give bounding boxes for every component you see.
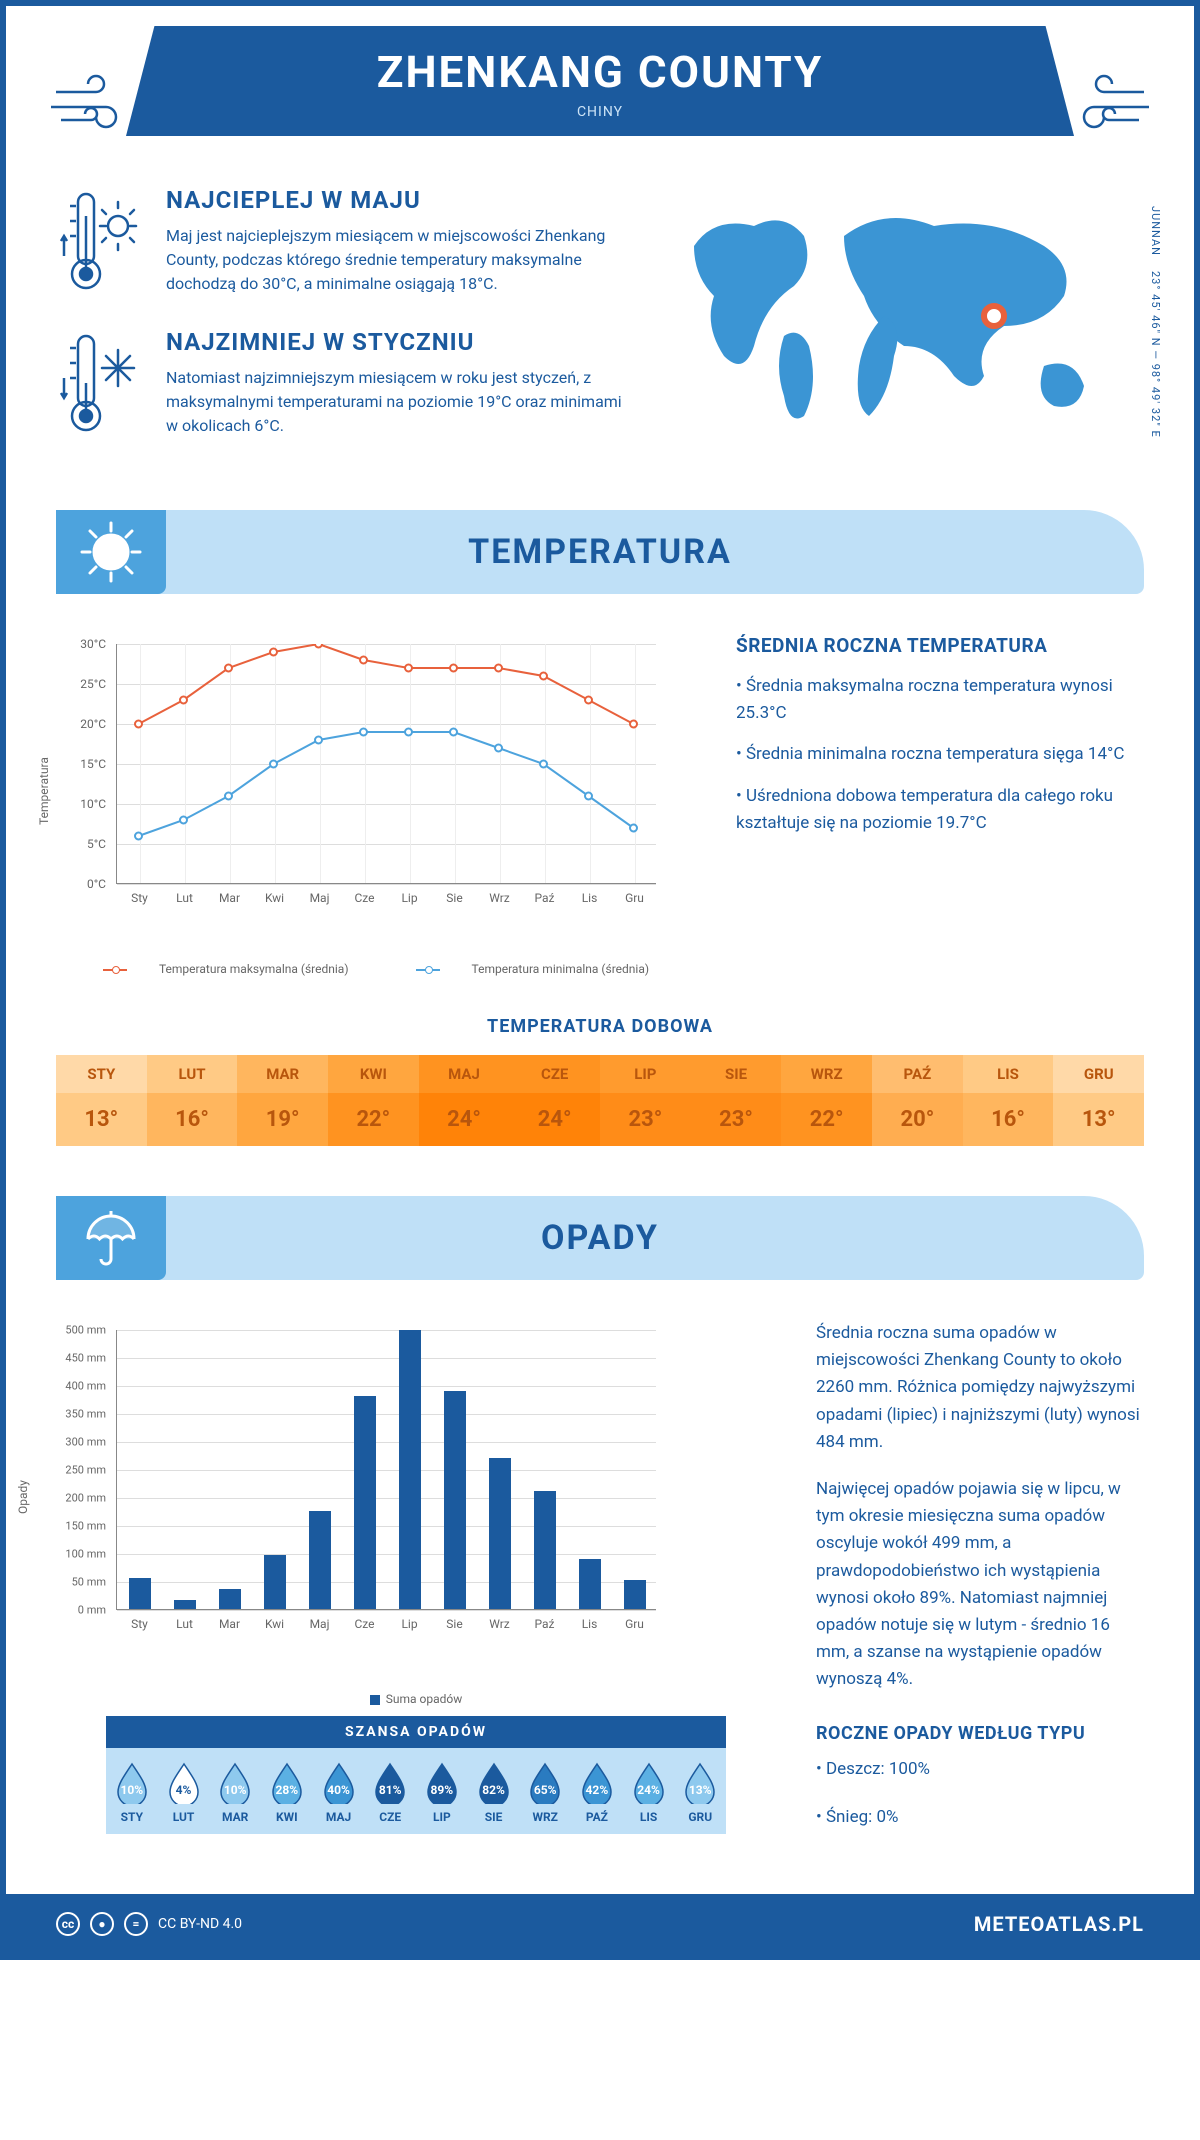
license-text: CC BY-ND 4.0 [158, 1916, 242, 1932]
precipitation-title: OPADY [56, 1218, 1144, 1258]
precipitation-chance-table: SZANSA OPADÓW 10%STY4%LUT10%MAR28%KWI40%… [106, 1716, 726, 1834]
precipitation-banner: OPADY [56, 1196, 1144, 1280]
warmest-block: NAJCIEPLEJ W MAJU Maj jest najcieplejszy… [56, 186, 624, 300]
precip-chart-legend: Suma opadów [56, 1692, 776, 1706]
page-subtitle: CHINY [166, 104, 1034, 120]
sun-icon [56, 510, 166, 594]
by-icon: ● [90, 1912, 114, 1936]
page-title: ZHENKANG COUNTY [166, 46, 1034, 98]
daily-temp-table: STY13°LUT16°MAR19°KWI22°MAJ24°CZE24°LIP2… [56, 1055, 1144, 1146]
umbrella-icon [56, 1196, 166, 1280]
warmest-title: NAJCIEPLEJ W MAJU [166, 186, 624, 214]
coordinates: JUNNAN 23° 45' 46" N — 98° 49' 32" E [1149, 206, 1162, 438]
coldest-block: NAJZIMNIEJ W STYCZNIU Natomiast najzimni… [56, 328, 624, 442]
world-map: JUNNAN 23° 45' 46" N — 98° 49' 32" E [664, 186, 1144, 470]
thermometer-hot-icon [56, 186, 146, 300]
coldest-text: Natomiast najzimniejszym miesiącem w rok… [166, 366, 624, 438]
temperature-line-chart: Temperatura StyLutMarKwiMajCzeLipSieWrzP… [56, 634, 676, 934]
thermometer-cold-icon [56, 328, 146, 442]
cc-icon: cc [56, 1912, 80, 1936]
coldest-title: NAJZIMNIEJ W STYCZNIU [166, 328, 624, 356]
daily-temp-title: TEMPERATURA DOBOWA [6, 1016, 1194, 1037]
nd-icon: = [124, 1912, 148, 1936]
page-footer: cc ● = CC BY-ND 4.0 METEOATLAS.PL [6, 1894, 1194, 1954]
temp-chart-legend: Temperatura maksymalna (średnia) Tempera… [56, 962, 696, 976]
temperature-info: ŚREDNIA ROCZNA TEMPERATURA • Średnia mak… [736, 634, 1144, 976]
temperature-title: TEMPERATURA [56, 532, 1144, 572]
precipitation-bar-chart: Opady StyLutMarKwiMajCzeLipSieWrzPaźLisG… [56, 1320, 676, 1660]
page-header: ZHENKANG COUNTY CHINY [126, 26, 1074, 136]
precipitation-info: Średnia roczna suma opadów w miejscowośc… [816, 1320, 1144, 1874]
temperature-banner: TEMPERATURA [56, 510, 1144, 594]
brand-label: METEOATLAS.PL [974, 1912, 1144, 1936]
warmest-text: Maj jest najcieplejszym miesiącem w miej… [166, 224, 624, 296]
